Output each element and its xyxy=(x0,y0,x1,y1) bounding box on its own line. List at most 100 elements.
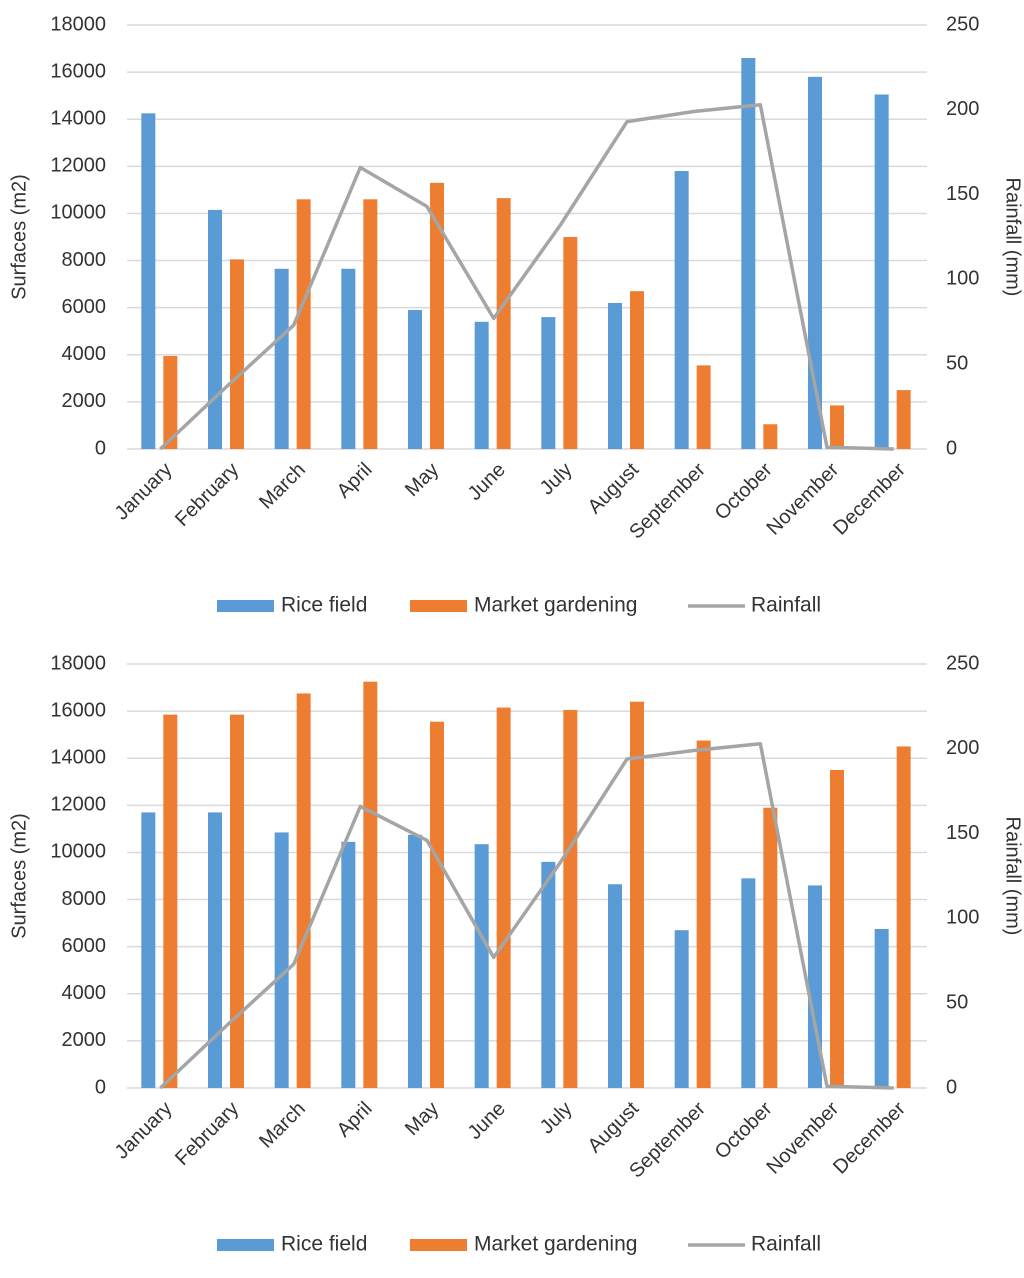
y-axis-title: Surfaces (m2) xyxy=(8,174,30,300)
bar-market-gardening xyxy=(763,424,778,449)
bar-market-gardening xyxy=(763,807,778,1088)
y-tick-label: 0 xyxy=(95,1076,106,1098)
y2-tick-label: 0 xyxy=(946,1076,957,1098)
y-tick-label: 14000 xyxy=(50,747,106,769)
bar-rice-field xyxy=(141,812,156,1088)
x-tick-label: October xyxy=(711,1097,777,1163)
legend-label-rice-field: Rice field xyxy=(281,594,367,617)
bar-rice-field xyxy=(208,209,222,449)
x-tick-label: April xyxy=(333,1098,377,1142)
y-tick-label: 8000 xyxy=(62,249,107,271)
chart-bottom: 0200040006000800010000120001400016000180… xyxy=(8,652,1024,1256)
bar-rice-field xyxy=(474,321,489,449)
y-tick-label: 2000 xyxy=(62,390,107,412)
x-tick-label: March xyxy=(255,459,310,514)
y-tick-label: 2000 xyxy=(62,1029,107,1051)
legend-label-rainfall: Rainfall xyxy=(751,594,821,617)
x-tick-label: May xyxy=(401,459,443,501)
x-tick-label: March xyxy=(255,1098,310,1153)
legend-label-market-gardening: Market gardening xyxy=(474,594,637,617)
bar-rice-field xyxy=(741,57,756,449)
y2-tick-label: 250 xyxy=(946,652,979,674)
bar-market-gardening xyxy=(296,199,311,449)
bar-rice-field xyxy=(808,76,822,450)
y-tick-label: 8000 xyxy=(62,888,107,910)
y-tick-label: 10000 xyxy=(50,202,106,224)
y-tick-label: 18000 xyxy=(50,652,106,674)
legend-label-rice-field: Rice field xyxy=(281,1233,367,1256)
y2-tick-label: 100 xyxy=(946,907,979,929)
y-tick-label: 12000 xyxy=(50,794,106,816)
bar-market-gardening xyxy=(230,259,244,449)
bar-market-gardening xyxy=(563,237,578,449)
y-tick-label: 10000 xyxy=(50,841,106,863)
x-tick-label: January xyxy=(111,1098,177,1164)
legend-swatch-rice-field xyxy=(217,600,274,612)
bar-market-gardening xyxy=(363,681,378,1088)
bar-rice-field xyxy=(208,812,222,1088)
y-tick-label: 14000 xyxy=(50,108,106,130)
bar-rice-field xyxy=(274,832,289,1088)
x-tick-label: May xyxy=(401,1098,443,1140)
y2-tick-label: 200 xyxy=(946,98,979,120)
x-tick-label: July xyxy=(536,459,577,500)
x-tick-label: October xyxy=(711,458,777,524)
y-tick-label: 16000 xyxy=(50,60,106,82)
bar-rice-field xyxy=(141,113,156,449)
bar-market-gardening xyxy=(163,355,178,449)
y2-axis-title: Rainfall (mm) xyxy=(1002,817,1024,936)
bar-market-gardening xyxy=(163,714,178,1088)
legend-label-rainfall: Rainfall xyxy=(751,1233,821,1256)
x-tick-label: June xyxy=(464,1098,510,1144)
y2-tick-label: 50 xyxy=(946,352,968,374)
bar-rice-field xyxy=(741,878,756,1088)
bar-rice-field xyxy=(608,884,622,1088)
bar-market-gardening xyxy=(496,707,511,1088)
bar-rice-field xyxy=(341,268,356,449)
bar-market-gardening xyxy=(496,198,511,449)
y2-tick-label: 50 xyxy=(946,991,968,1013)
y-tick-label: 6000 xyxy=(62,296,107,318)
y2-tick-label: 200 xyxy=(946,737,979,759)
bar-market-gardening xyxy=(830,405,844,449)
x-tick-label: February xyxy=(171,459,243,531)
bar-rice-field xyxy=(674,171,689,450)
bar-rice-field xyxy=(274,268,289,449)
x-tick-label: December xyxy=(829,458,910,539)
x-tick-label: August xyxy=(584,1097,644,1157)
bar-market-gardening xyxy=(430,721,444,1088)
legend-swatch-market-gardening xyxy=(410,600,467,612)
legend-label-market-gardening: Market gardening xyxy=(474,1233,637,1256)
bar-market-gardening xyxy=(696,365,711,449)
y-tick-label: 4000 xyxy=(62,343,107,365)
x-tick-label: December xyxy=(829,1097,910,1178)
y2-tick-label: 250 xyxy=(946,13,979,35)
bar-market-gardening xyxy=(896,746,911,1088)
x-tick-label: April xyxy=(333,459,377,503)
y2-tick-label: 150 xyxy=(946,822,979,844)
y2-axis-title: Rainfall (mm) xyxy=(1002,178,1024,297)
legend-swatch-rice-field xyxy=(217,1239,274,1251)
y-tick-label: 12000 xyxy=(50,155,106,177)
x-tick-label: February xyxy=(171,1098,243,1170)
y-tick-label: 0 xyxy=(95,437,106,459)
x-tick-label: July xyxy=(536,1098,577,1139)
bar-rice-field xyxy=(874,94,889,449)
y-tick-label: 4000 xyxy=(62,982,107,1004)
bar-market-gardening xyxy=(563,709,578,1088)
y2-tick-label: 0 xyxy=(946,437,957,459)
bar-rice-field xyxy=(674,930,689,1088)
y2-tick-label: 150 xyxy=(946,183,979,205)
rainfall-line xyxy=(159,741,894,1090)
rainfall-line xyxy=(159,102,894,451)
bar-market-gardening xyxy=(830,770,844,1088)
bar-rice-field xyxy=(474,844,489,1088)
bar-rice-field xyxy=(541,861,556,1088)
bar-market-gardening xyxy=(363,199,378,449)
bar-market-gardening xyxy=(630,291,644,449)
legend-swatch-market-gardening xyxy=(410,1239,467,1251)
bar-rice-field xyxy=(408,310,422,449)
x-tick-label: June xyxy=(464,459,510,505)
bar-market-gardening xyxy=(296,693,311,1088)
